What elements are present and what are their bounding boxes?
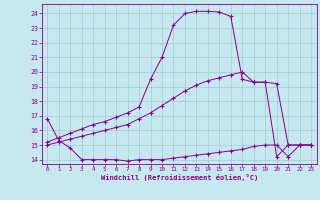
X-axis label: Windchill (Refroidissement éolien,°C): Windchill (Refroidissement éolien,°C) xyxy=(100,174,258,181)
